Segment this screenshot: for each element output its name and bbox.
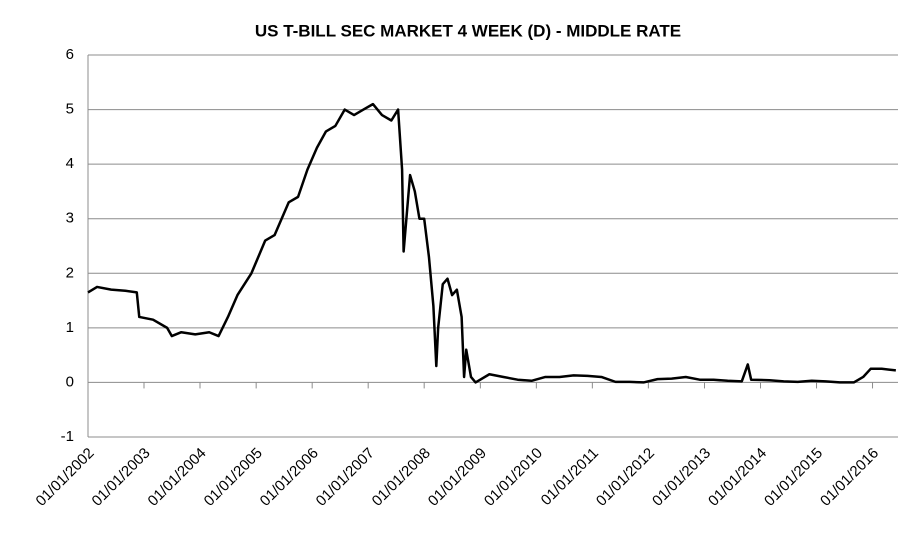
y-tick-label: 6 [66,46,74,63]
x-tick-label: 01/01/2013 [649,445,714,510]
y-tick-label: 5 [66,101,74,118]
y-tick-label: 0 [66,373,74,390]
y-tick-label: 4 [66,155,74,172]
x-tick-label: 01/01/2004 [145,445,210,510]
x-tick-label: 01/01/2009 [425,445,490,510]
x-tick-label: 01/01/2010 [481,445,546,510]
x-tick-label: 01/01/2014 [705,445,770,510]
line-series [87,102,896,384]
x-tick-label: 01/01/2016 [817,445,882,510]
x-tick-label: 01/01/2008 [369,445,434,510]
x-tick-label: 01/01/2003 [89,445,154,510]
x-tick-label: 01/01/2011 [538,445,602,509]
x-tick-label: 01/01/2015 [761,445,826,510]
x-tick-label: 01/01/2002 [33,445,98,510]
x-tick-label: 01/01/2012 [593,445,658,510]
y-tick-label: 3 [66,210,74,227]
y-tick-label: 1 [66,319,74,336]
chart-title: US T-BILL SEC MARKET 4 WEEK (D) - MIDDLE… [255,21,681,40]
x-tick-label: 01/01/2006 [257,445,322,510]
x-tick-label: 01/01/2007 [313,445,378,510]
x-tick-label: 01/01/2005 [201,445,266,510]
y-tick-label: -1 [61,428,74,445]
y-tick-label: 2 [66,264,74,281]
